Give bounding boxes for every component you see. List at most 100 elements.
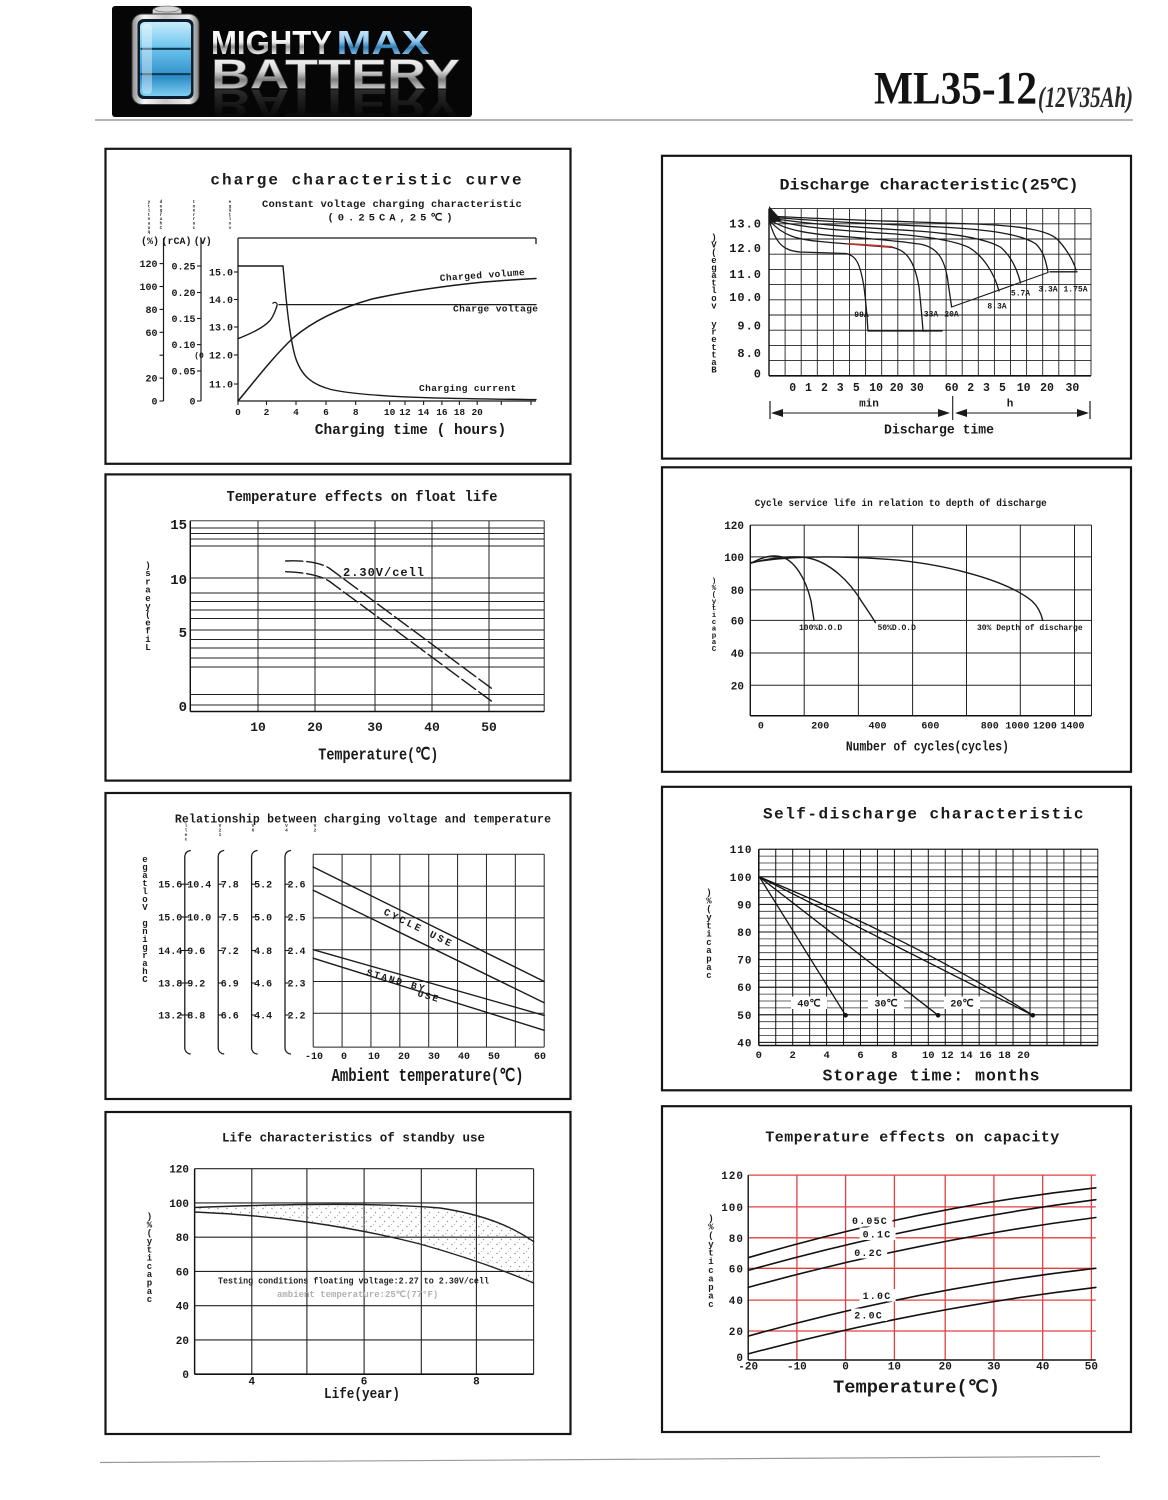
svg-text:99A: 99A <box>854 311 869 320</box>
svg-text:40: 40 <box>424 720 440 735</box>
svg-text:15.0: 15.0 <box>209 269 233 280</box>
svg-text:0.2C: 0.2C <box>854 1249 883 1260</box>
svg-text:h: h <box>1007 399 1014 411</box>
svg-text:Cycle service life in relation: Cycle service life in relation to depth … <box>755 498 1047 509</box>
svg-text:Temperature effects on float l: Temperature effects on float life <box>227 490 498 506</box>
svg-text:V: V <box>252 823 255 829</box>
svg-text:(: ( <box>145 610 150 620</box>
svg-text:18: 18 <box>998 1050 1011 1062</box>
svg-text:0: 0 <box>756 1050 762 1062</box>
svg-text:c: c <box>706 971 711 981</box>
svg-text:60: 60 <box>737 983 752 995</box>
svg-text:t: t <box>706 921 711 931</box>
svg-text:(: ( <box>708 1231 713 1241</box>
svg-text:200: 200 <box>811 722 829 733</box>
svg-text:20℃: 20℃ <box>950 999 973 1011</box>
svg-text:0: 0 <box>179 700 187 716</box>
svg-text:2.4: 2.4 <box>288 947 306 958</box>
svg-text:6: 6 <box>323 407 329 418</box>
svg-text:2.6: 2.6 <box>288 881 306 892</box>
svg-text:9.2: 9.2 <box>187 980 205 991</box>
svg-text:5.7A: 5.7A <box>1011 290 1030 299</box>
svg-text:g: g <box>160 209 163 214</box>
svg-text:60: 60 <box>945 382 959 395</box>
svg-text:C: C <box>160 225 163 231</box>
svg-text:c: c <box>712 619 717 627</box>
svg-text:120: 120 <box>721 1171 744 1183</box>
svg-text:600: 600 <box>921 722 939 733</box>
svg-text:14: 14 <box>960 1050 973 1062</box>
svg-text:t: t <box>711 343 716 353</box>
svg-text:(: ( <box>712 592 717 600</box>
svg-text:i: i <box>145 635 151 645</box>
svg-text:r: r <box>142 951 147 961</box>
svg-text:a: a <box>142 959 148 969</box>
svg-text:i: i <box>147 1254 153 1264</box>
svg-text:2: 2 <box>790 1050 796 1062</box>
svg-text:14.0: 14.0 <box>209 296 233 307</box>
svg-text:0.25: 0.25 <box>171 263 195 274</box>
svg-text:5: 5 <box>179 626 187 642</box>
svg-text:8.8: 8.8 <box>187 1012 205 1023</box>
svg-text:a: a <box>708 1292 714 1302</box>
svg-text:60: 60 <box>145 329 157 340</box>
svg-text:40: 40 <box>737 1038 752 1050</box>
svg-text:a: a <box>148 222 151 227</box>
svg-text:l: l <box>142 887 148 897</box>
svg-text:p: p <box>147 1279 152 1289</box>
svg-text:ML35-12: ML35-12 <box>874 63 1037 115</box>
svg-text:13.0: 13.0 <box>209 324 233 335</box>
svg-text:30: 30 <box>428 1052 440 1063</box>
svg-text:30: 30 <box>1065 382 1079 395</box>
svg-text:%: % <box>147 1220 153 1230</box>
svg-text:l: l <box>229 216 232 222</box>
svg-text:0: 0 <box>754 367 762 381</box>
svg-text:t: t <box>711 350 716 360</box>
svg-text:0.15: 0.15 <box>171 315 195 326</box>
svg-text:c: c <box>193 226 196 231</box>
svg-text:r: r <box>711 328 716 338</box>
svg-text:120: 120 <box>724 521 744 533</box>
svg-text:a: a <box>712 626 717 634</box>
svg-text:20: 20 <box>307 720 323 735</box>
svg-text:t: t <box>193 199 196 205</box>
svg-text:0.1C: 0.1C <box>863 1231 892 1242</box>
svg-text:f: f <box>145 627 150 637</box>
svg-text:-10: -10 <box>305 1052 323 1063</box>
svg-text:a: a <box>145 586 151 596</box>
svg-text:i: i <box>708 1257 714 1267</box>
svg-text:15.0: 15.0 <box>158 914 182 925</box>
svg-text:u: u <box>148 226 151 231</box>
svg-text:80: 80 <box>729 1234 744 1246</box>
svg-text:o: o <box>711 294 716 304</box>
svg-text:y: y <box>711 320 717 330</box>
svg-text:2: 2 <box>314 828 317 834</box>
svg-text:p: p <box>708 1283 713 1293</box>
svg-text:(V): (V) <box>194 236 212 248</box>
svg-text:C: C <box>142 975 148 985</box>
svg-text:0: 0 <box>789 382 796 395</box>
svg-text:8: 8 <box>353 407 359 418</box>
svg-text:11.0: 11.0 <box>209 381 233 392</box>
svg-text:8: 8 <box>473 1377 480 1389</box>
svg-text:16: 16 <box>436 407 448 418</box>
svg-text:7.8: 7.8 <box>221 881 239 892</box>
svg-text:4: 4 <box>293 407 299 418</box>
svg-text:MAX: MAX <box>337 24 430 61</box>
svg-text:Charging time ( hours): Charging time ( hours) <box>315 423 506 439</box>
svg-text:e: e <box>193 209 196 214</box>
svg-text:6.9: 6.9 <box>221 980 239 991</box>
svg-text:Constant voltage charging char: Constant voltage charging characteristic <box>262 199 522 211</box>
svg-text:10: 10 <box>1017 382 1031 395</box>
svg-text:3.3A: 3.3A <box>1038 286 1057 295</box>
svg-text:40℃: 40℃ <box>797 999 820 1011</box>
svg-text:MIGHTY: MIGHTY <box>211 24 332 61</box>
svg-text:0: 0 <box>736 1353 744 1365</box>
svg-text:a: a <box>147 1270 153 1280</box>
svg-text:ambient temperature:25℃(77°F): ambient temperature:25℃(77°F) <box>277 1289 438 1300</box>
svg-text:a: a <box>711 358 717 368</box>
svg-text:Life characteristics of standb: Life characteristics of standby use <box>222 1132 485 1146</box>
svg-text:14.4: 14.4 <box>158 947 182 958</box>
svg-text:-10: -10 <box>787 1362 807 1374</box>
svg-text:(%): (%) <box>141 236 159 248</box>
